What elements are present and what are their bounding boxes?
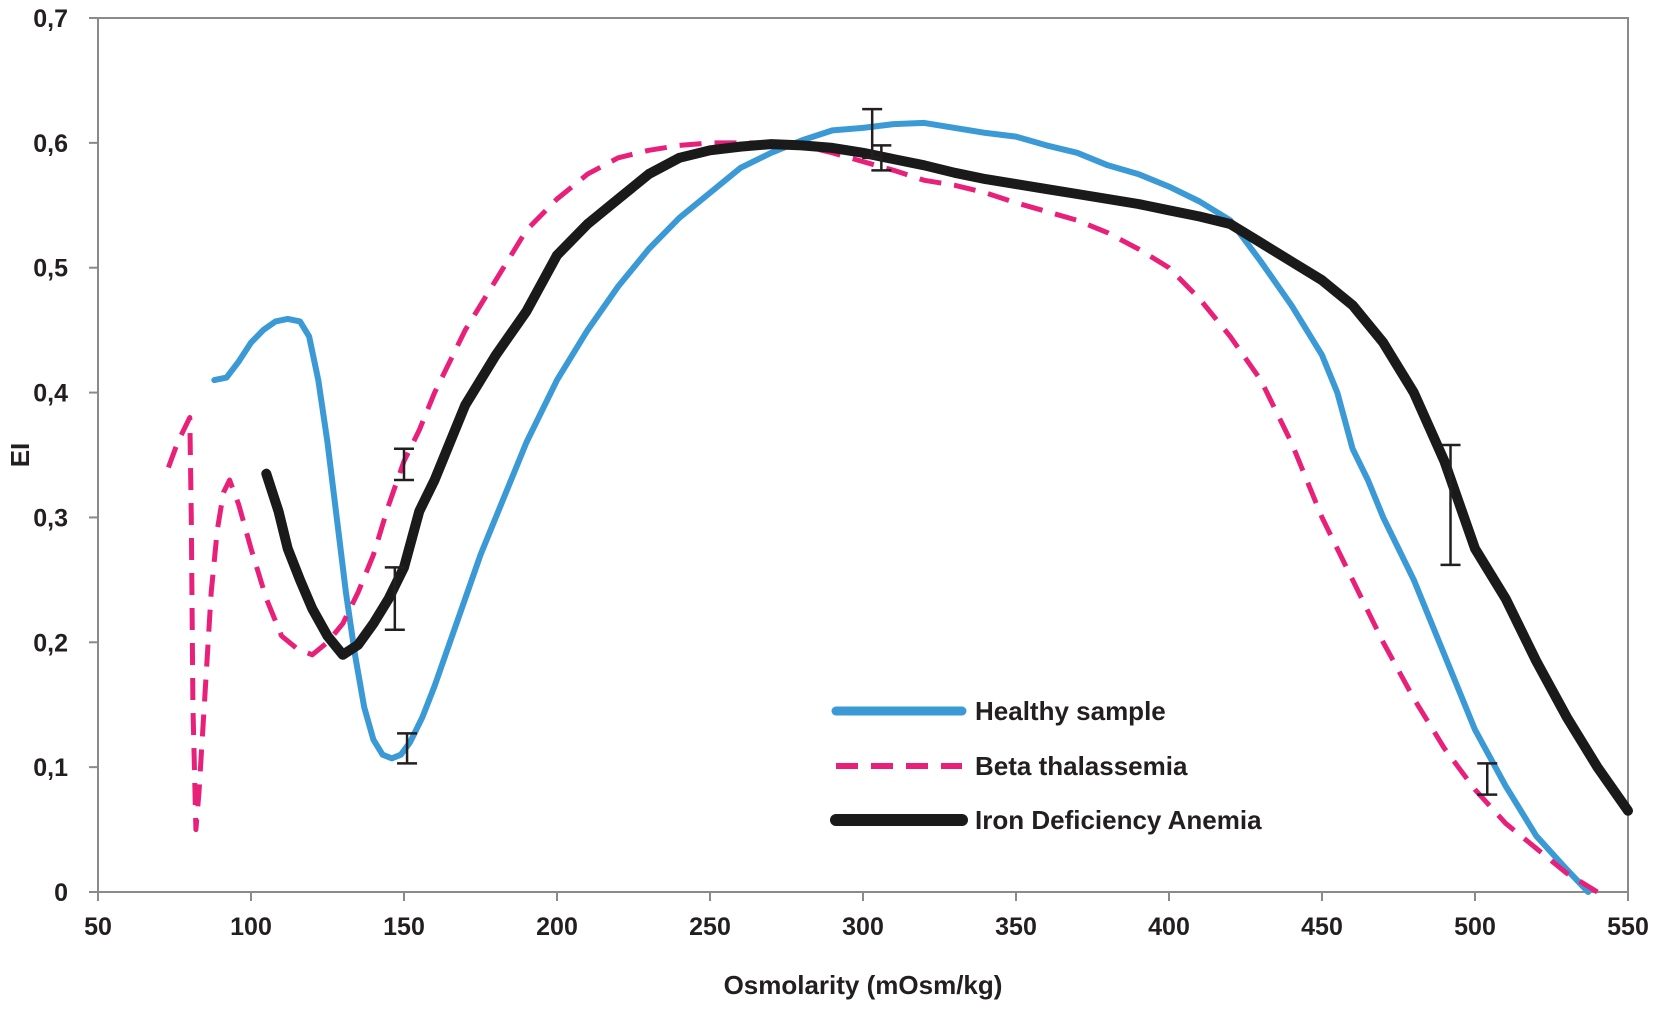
x-tick-label: 350 [995, 913, 1037, 941]
x-axis-ticks: 50 100 150 200 250 300 350 400 450 500 550 [84, 892, 1649, 941]
x-tick-label: 450 [1301, 913, 1343, 941]
y-tick-label: 0,7 [33, 5, 68, 33]
y-tick-label: 0,3 [33, 504, 68, 532]
series-line-iron-deficiency [261, 139, 1633, 816]
x-tick-label: 300 [842, 913, 884, 941]
y-tick-label: 0,4 [33, 380, 68, 408]
series-line-healthy [211, 119, 1592, 895]
y-axis-title: EI [5, 443, 35, 468]
error-bar [1440, 443, 1461, 567]
error-bar [394, 447, 414, 482]
y-axis-ticks: 0 0,1 0,2 0,3 0,4 0,5 0,6 0,7 [33, 5, 98, 907]
y-tick-label: 0,6 [33, 130, 68, 158]
error-bar [384, 566, 405, 632]
y-tick-label: 0,1 [33, 754, 68, 782]
y-tick-label: 0,5 [33, 255, 68, 283]
y-tick-label: 0 [54, 879, 68, 907]
error-bars [384, 107, 1498, 796]
legend-label-beta: Beta thalassemia [975, 751, 1188, 781]
legend-label-healthy: Healthy sample [975, 696, 1166, 726]
legend: Healthy sample Beta thalassemia Iron Def… [830, 696, 1262, 835]
x-tick-label: 400 [1148, 913, 1190, 941]
x-tick-label: 500 [1454, 913, 1496, 941]
x-tick-label: 50 [84, 913, 112, 941]
error-bar [397, 732, 418, 765]
series-line-beta-thalassemia [166, 140, 1599, 895]
x-tick-label: 100 [230, 913, 272, 941]
error-bar [1477, 762, 1498, 796]
y-tick-label: 0,2 [33, 629, 68, 657]
x-tick-label: 150 [383, 913, 425, 941]
error-bar [862, 107, 883, 160]
x-tick-label: 200 [536, 913, 578, 941]
error-bar [871, 144, 892, 172]
x-tick-label: 550 [1607, 913, 1649, 941]
series-layer [166, 119, 1633, 895]
legend-label-iron: Iron Deficiency Anemia [975, 805, 1262, 835]
x-tick-label: 250 [689, 913, 731, 941]
x-axis-title: Osmolarity (mOsm/kg) [724, 970, 1003, 1000]
